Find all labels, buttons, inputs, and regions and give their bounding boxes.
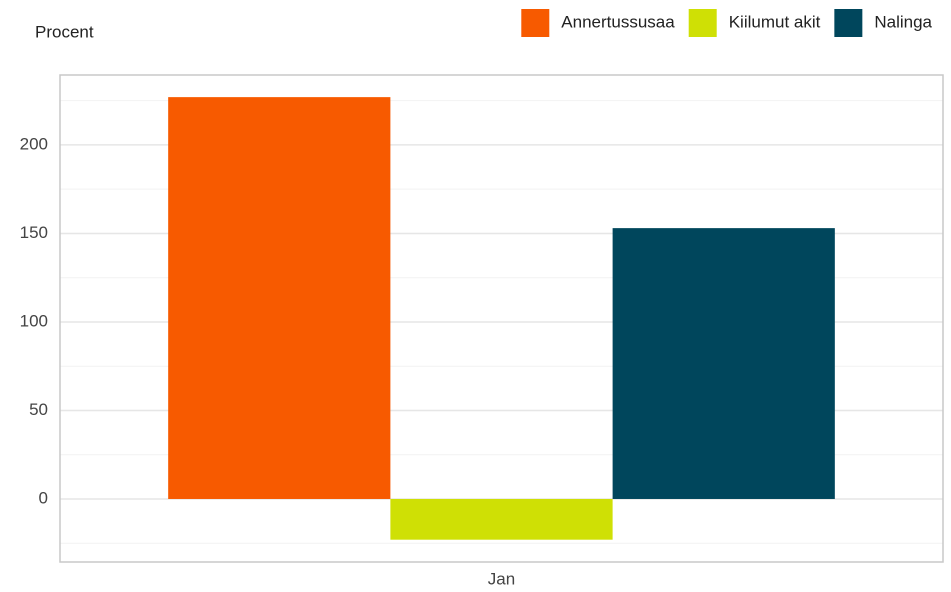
plot-border: [59, 74, 944, 563]
legend-label: Nalinga: [874, 12, 932, 31]
y-axis-title: Procent: [35, 22, 94, 41]
bar: [390, 498, 613, 540]
legend-swatch: [688, 9, 717, 37]
legend-swatch: [834, 9, 863, 37]
y-tick-label: 0: [39, 488, 48, 507]
y-tick-label: 50: [29, 400, 48, 419]
legend-label: Kiilumut akit: [729, 12, 821, 31]
legend-swatch: [521, 9, 550, 37]
y-tick-label: 200: [20, 134, 48, 153]
y-tick-label: 150: [20, 223, 48, 242]
bar: [612, 228, 835, 499]
bar: [168, 97, 391, 499]
legend-label: Annertussusaa: [561, 12, 675, 31]
y-tick-label: 100: [20, 311, 48, 330]
x-tick-label: Jan: [488, 569, 515, 588]
